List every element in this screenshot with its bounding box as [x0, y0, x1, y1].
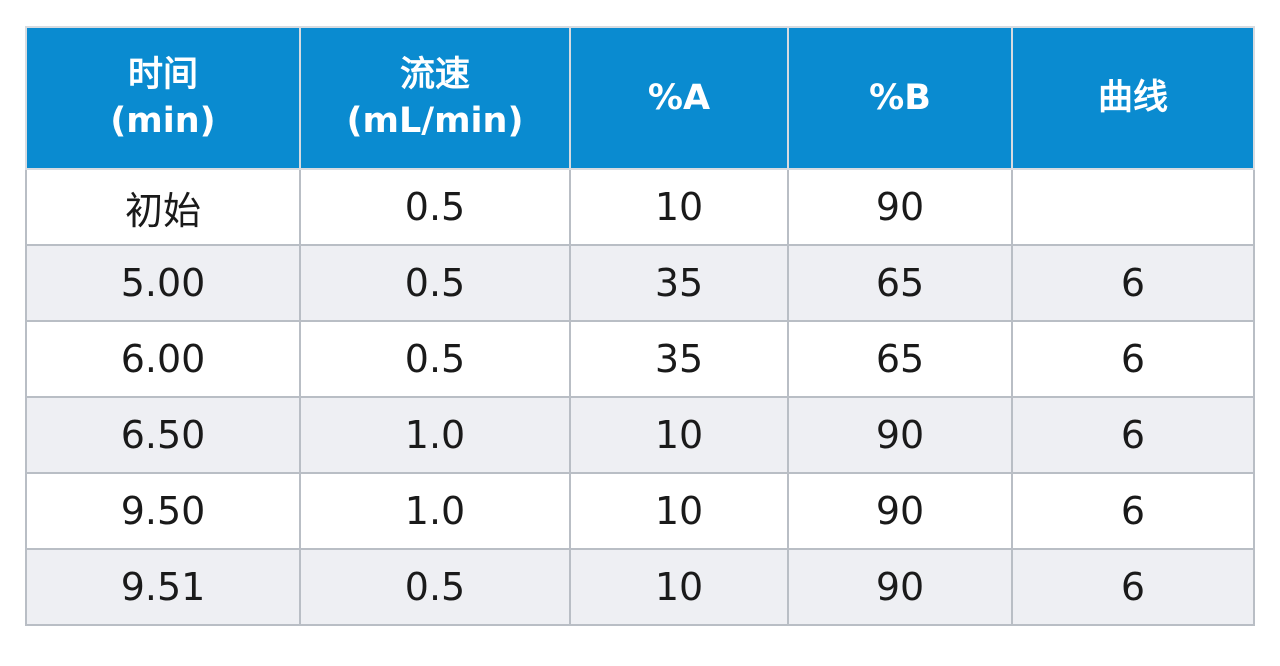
cell-percent-b: 65	[787, 244, 1013, 322]
cell-percent-a: 10	[569, 168, 789, 246]
table-row: 6.50 1.0 10 90 6	[25, 396, 1255, 474]
header-time: 时间 (min)	[25, 26, 301, 170]
table-row: 9.50 1.0 10 90 6	[25, 472, 1255, 550]
table-row: 初始 0.5 10 90	[25, 168, 1255, 246]
cell-percent-b: 90	[787, 168, 1013, 246]
header-flow-label: 流速	[399, 55, 470, 95]
cell-curve: 6	[1011, 472, 1255, 550]
cell-flow: 0.5	[299, 168, 571, 246]
header-percent-a: %A	[569, 26, 789, 170]
header-percent-b: %B	[787, 26, 1013, 170]
gradient-table-container: 时间 (min) 流速 (mL/min) %A %B 曲线	[25, 26, 1255, 626]
cell-percent-a: 10	[569, 396, 789, 474]
table-row: 5.00 0.5 35 65 6	[25, 244, 1255, 322]
header-time-label: 时间	[127, 55, 198, 95]
gradient-table: 时间 (min) 流速 (mL/min) %A %B 曲线	[25, 26, 1255, 626]
cell-flow: 0.5	[299, 548, 571, 626]
cell-percent-b: 90	[787, 472, 1013, 550]
cell-percent-b: 65	[787, 320, 1013, 398]
cell-percent-a: 10	[569, 548, 789, 626]
header-time-unit: (min)	[110, 101, 216, 141]
header-curve: 曲线	[1011, 26, 1255, 170]
header-percent-a-label: %A	[647, 78, 711, 118]
header-curve-label: 曲线	[1097, 78, 1168, 118]
cell-curve: 6	[1011, 244, 1255, 322]
cell-flow: 0.5	[299, 244, 571, 322]
cell-time: 9.51	[25, 548, 301, 626]
cell-curve: 6	[1011, 396, 1255, 474]
cell-flow: 1.0	[299, 472, 571, 550]
cell-percent-a: 10	[569, 472, 789, 550]
cell-time: 6.50	[25, 396, 301, 474]
table-row: 9.51 0.5 10 90 6	[25, 548, 1255, 626]
cell-percent-a: 35	[569, 244, 789, 322]
cell-flow: 1.0	[299, 396, 571, 474]
cell-percent-a: 35	[569, 320, 789, 398]
cell-flow: 0.5	[299, 320, 571, 398]
cell-curve: 6	[1011, 548, 1255, 626]
cell-time: 6.00	[25, 320, 301, 398]
cell-curve	[1011, 168, 1255, 246]
header-row: 时间 (min) 流速 (mL/min) %A %B 曲线	[25, 26, 1255, 170]
cell-percent-b: 90	[787, 548, 1013, 626]
cell-time: 5.00	[25, 244, 301, 322]
header-flow-unit: (mL/min)	[346, 101, 524, 141]
cell-percent-b: 90	[787, 396, 1013, 474]
table-row: 6.00 0.5 35 65 6	[25, 320, 1255, 398]
header-percent-b-label: %B	[869, 78, 931, 118]
cell-curve: 6	[1011, 320, 1255, 398]
header-flow: 流速 (mL/min)	[299, 26, 571, 170]
cell-time: 9.50	[25, 472, 301, 550]
cell-time: 初始	[25, 168, 301, 246]
